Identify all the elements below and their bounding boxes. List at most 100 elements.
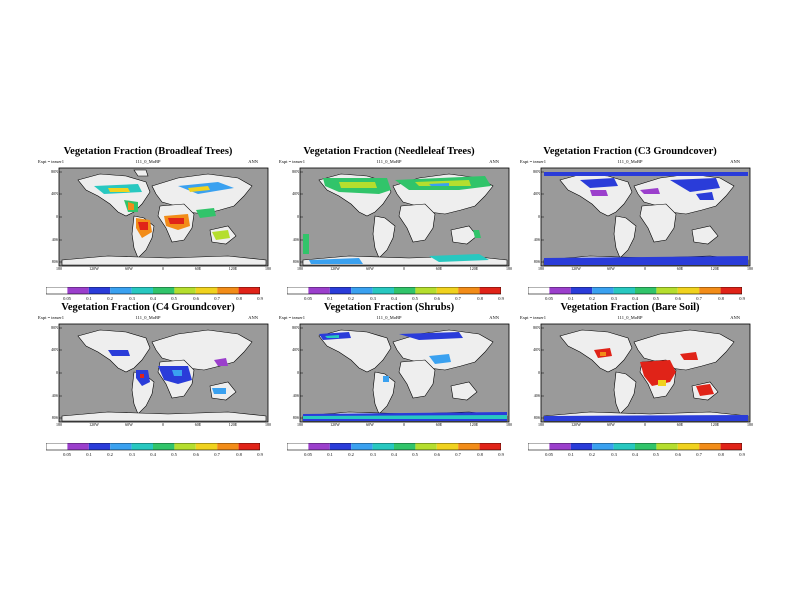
panel-title: Vegetation Fraction (Shrubs)	[323, 302, 455, 313]
lat-label: 80S	[292, 415, 299, 420]
period-label: ANN	[489, 159, 499, 164]
colorbar-tick: 0.05	[63, 452, 71, 457]
colorbar-tick: 0.05	[304, 452, 312, 457]
lon-label: 180	[297, 266, 303, 271]
lon-label: 180	[747, 422, 753, 427]
colorbar-tick: 0.1	[327, 452, 333, 457]
colorbar-tick: 0.5	[412, 296, 418, 301]
colorbar	[287, 443, 501, 451]
map-panel-c4-groundcover: Vegetation Fraction (C4 Groundcover) Exp…	[38, 302, 278, 477]
lon-label: 60W	[366, 422, 374, 427]
colorbar-tick: 0.2	[589, 452, 595, 457]
colorbar-tick: 0.8	[477, 296, 483, 301]
lon-label: 60W	[125, 266, 133, 271]
panel-title: Vegetation Fraction (C4 Groundcover)	[61, 302, 235, 313]
lon-label: 0	[403, 266, 405, 271]
colorbar	[287, 287, 501, 295]
colorbar-tick: 0.5	[171, 452, 177, 457]
period-label: ANN	[248, 159, 258, 164]
colorbar-tick: 0.8	[477, 452, 483, 457]
lat-label: 80N	[51, 325, 58, 330]
lon-label: 180	[747, 266, 753, 271]
experiment-label: Expt = teaser1	[38, 315, 65, 320]
experiment-label: Expt = teaser1	[279, 159, 306, 164]
colorbar-tick: 0.4	[150, 452, 156, 457]
lon-label: 180	[506, 266, 512, 271]
colorbar-tick: 0.7	[214, 296, 220, 301]
lon-label: 180	[297, 422, 303, 427]
lat-label: 80N	[533, 169, 540, 174]
colorbar-tick: 0.3	[370, 452, 376, 457]
colorbar-tick: 0.6	[675, 452, 681, 457]
experiment-label: Expt = teaser1	[520, 315, 547, 320]
world-map	[58, 167, 269, 267]
colorbar-tick: 0.3	[129, 452, 135, 457]
panel-title: Vegetation Fraction (Bare Soil)	[560, 302, 700, 313]
colorbar-tick: 0.9	[498, 296, 504, 301]
colorbar-tick: 0.3	[129, 296, 135, 301]
colorbar-tick: 0.9	[739, 452, 745, 457]
colorbar-tick: 0.4	[391, 452, 397, 457]
lat-label: 0	[538, 214, 540, 219]
lon-label: 120W	[89, 422, 99, 427]
lat-label: 40N	[51, 347, 58, 352]
colorbar	[46, 443, 260, 451]
colorbar-tick: 0.9	[257, 296, 263, 301]
lon-label: 180	[56, 422, 62, 427]
colorbar-tick: 0.7	[696, 452, 702, 457]
panel-title: Vegetation Fraction (C3 Groundcover)	[543, 146, 717, 157]
colorbar-tick: 0.8	[718, 452, 724, 457]
colorbar-tick: 0.1	[327, 296, 333, 301]
colorbar-tick: 0.7	[214, 452, 220, 457]
lat-label: 80S	[292, 259, 299, 264]
lat-label: 0	[538, 370, 540, 375]
colorbar-tick: 0.2	[107, 452, 113, 457]
lat-label: 40S	[51, 237, 58, 242]
lat-label: 80N	[533, 325, 540, 330]
period-label: ANN	[730, 315, 740, 320]
run-label: 111_0_MoBP	[617, 159, 643, 164]
lon-label: 60W	[607, 422, 615, 427]
world-map	[299, 323, 510, 423]
colorbar-tick: 0.6	[675, 296, 681, 301]
colorbar-tick: 0.05	[545, 296, 553, 301]
lon-label: 60E	[435, 422, 443, 427]
lat-label: 80S	[51, 415, 58, 420]
lon-label: 180	[265, 422, 271, 427]
lat-label: 0	[56, 370, 58, 375]
colorbar-tick: 0.8	[718, 296, 724, 301]
period-label: ANN	[730, 159, 740, 164]
colorbar-tick: 0.05	[63, 296, 71, 301]
experiment-label: Expt = teaser1	[279, 315, 306, 320]
run-label: 111_0_MoBP	[135, 159, 161, 164]
colorbar-tick: 0.1	[568, 452, 574, 457]
lon-label: 60E	[194, 422, 202, 427]
world-map	[299, 167, 510, 267]
colorbar	[528, 287, 742, 295]
colorbar-tick: 0.8	[236, 452, 242, 457]
vegetation-field	[108, 350, 228, 394]
vegetation-field	[544, 348, 748, 421]
world-map	[540, 323, 751, 423]
lon-label: 120E	[469, 266, 479, 271]
colorbar-tick: 0.3	[370, 296, 376, 301]
lon-label: 0	[644, 266, 646, 271]
lat-ticks	[541, 171, 544, 263]
colorbar-tick: 0.7	[455, 452, 461, 457]
experiment-label: Expt = teaser1	[520, 159, 547, 164]
colorbar-tick: 0.6	[193, 296, 199, 301]
lat-label: 0	[297, 214, 299, 219]
experiment-label: Expt = teaser1	[38, 159, 65, 164]
colorbar-tick: 0.6	[434, 452, 440, 457]
lon-label: 120E	[710, 266, 720, 271]
lat-label: 40S	[292, 237, 299, 242]
map-panel-bare-soil: Vegetation Fraction (Bare Soil) Expt = t…	[520, 302, 760, 477]
colorbar-tick: 0.5	[653, 452, 659, 457]
colorbar-tick: 0.1	[86, 452, 92, 457]
lon-label: 120E	[228, 422, 238, 427]
colorbar-tick: 0.4	[632, 452, 638, 457]
lat-label: 0	[56, 214, 58, 219]
lat-label: 40S	[292, 393, 299, 398]
lat-label: 40N	[292, 347, 299, 352]
lon-label: 120E	[228, 266, 238, 271]
